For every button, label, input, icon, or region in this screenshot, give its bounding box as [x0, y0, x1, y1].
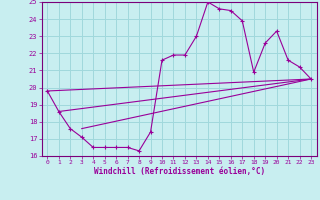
- X-axis label: Windchill (Refroidissement éolien,°C): Windchill (Refroidissement éolien,°C): [94, 167, 265, 176]
